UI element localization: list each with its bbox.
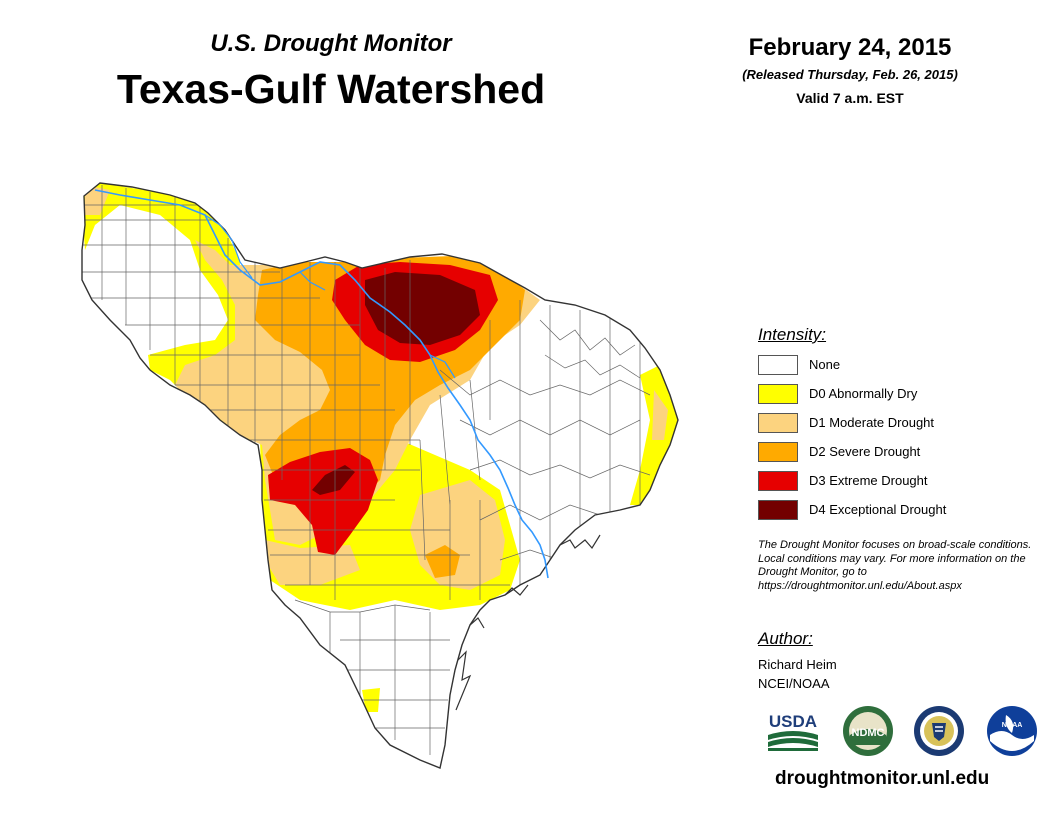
d4-area-north — [365, 272, 480, 345]
legend-swatch-d0 — [758, 384, 798, 404]
legend-label: None — [809, 357, 841, 372]
river-branch — [204, 214, 456, 379]
legend-item-d1: D1 Moderate Drought — [758, 413, 1038, 435]
usda-logo: USDA — [768, 712, 818, 751]
watershed-boundary — [81, 182, 679, 769]
doc-seal-logo — [914, 706, 964, 756]
legend-item-d4: D4 Exceptional Drought — [758, 500, 1038, 522]
usda-logo-text: USDA — [769, 712, 817, 731]
legend-label: D4 Exceptional Drought — [809, 502, 947, 517]
coastline-detail — [455, 534, 601, 711]
d2-area-southeast — [425, 545, 460, 578]
valid-time: Valid 7 a.m. EST — [796, 90, 904, 106]
header-monitor-title: U.S. Drought Monitor — [210, 30, 452, 57]
legend-swatch-none — [758, 355, 798, 375]
author-name: Richard Heim — [758, 657, 837, 672]
legend-item-none: None — [758, 355, 1038, 377]
legend-swatch-d1 — [758, 413, 798, 433]
legend-item-d3: D3 Extreme Drought — [758, 471, 1038, 493]
ndmc-logo-text: NDMC — [852, 727, 885, 739]
legend-label: D2 Severe Drought — [809, 444, 921, 459]
disclaimer-note: The Drought Monitor focuses on broad-sca… — [758, 539, 1032, 592]
author-organization: NCEI/NOAA — [758, 676, 830, 691]
d4-area-southwest — [312, 465, 355, 495]
release-date: (Released Thursday, Feb. 26, 2015) — [742, 67, 958, 82]
ndmc-logo: NDMC — [843, 706, 893, 756]
author-heading: Author: — [758, 629, 813, 648]
noaa-logo-text: NOAA — [1002, 722, 1023, 729]
legend-swatch-d2 — [758, 442, 798, 462]
legend-swatch-d4 — [758, 500, 798, 520]
drought-map — [81, 182, 679, 769]
legend-title: Intensity: — [758, 325, 827, 344]
region-title: Texas-Gulf Watershed — [116, 66, 546, 112]
d1-area-east — [652, 390, 668, 440]
map-date: February 24, 2015 — [748, 34, 952, 61]
river-main — [94, 189, 549, 579]
partner-logos: USDA NDMC NOAA — [760, 705, 1050, 761]
noaa-logo: NOAA — [987, 706, 1037, 756]
footer-website-link[interactable]: droughtmonitor.unl.edu — [775, 768, 990, 789]
legend-label: D1 Moderate Drought — [809, 415, 935, 430]
legend-item-d0: D0 Abnormally Dry — [758, 384, 1038, 406]
legend-label: D3 Extreme Drought — [809, 473, 928, 488]
legend-item-d2: D2 Severe Drought — [758, 442, 1038, 464]
legend-swatch-d3 — [758, 471, 798, 491]
legend-label: D0 Abnormally Dry — [809, 386, 918, 401]
county-lines — [82, 185, 651, 755]
